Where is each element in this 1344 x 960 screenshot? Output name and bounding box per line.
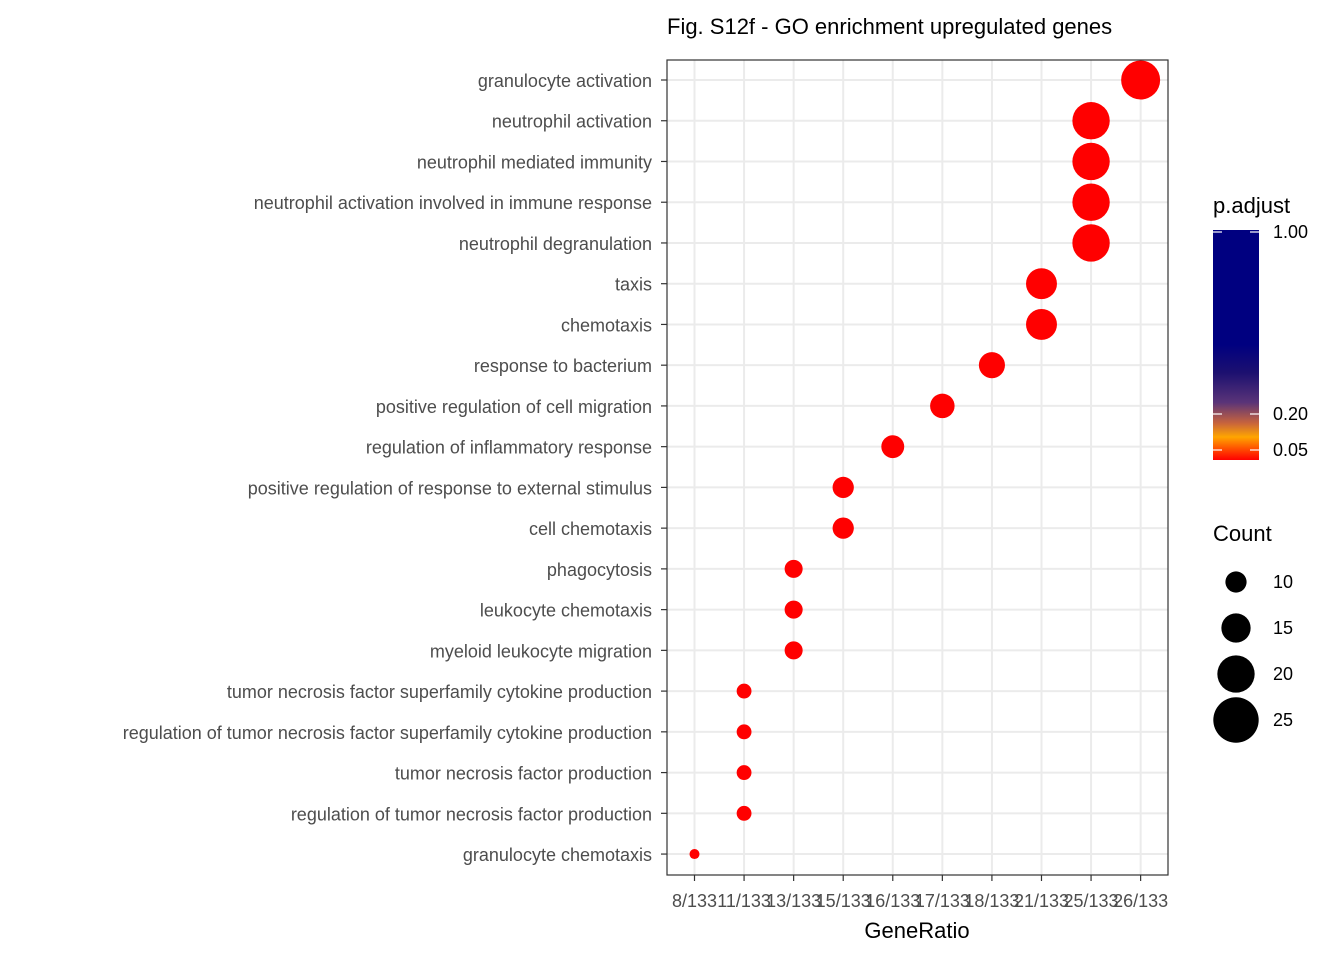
size-legend-dot bbox=[1217, 655, 1255, 693]
x-tick-label: 17/133 bbox=[915, 891, 970, 911]
y-tick-label: granulocyte activation bbox=[478, 71, 652, 91]
y-tick-label: tumor necrosis factor production bbox=[395, 764, 652, 784]
data-point bbox=[930, 393, 955, 419]
data-point bbox=[1072, 183, 1110, 221]
y-tick-label: neutrophil activation bbox=[492, 112, 652, 132]
y-tick-label: leukocyte chemotaxis bbox=[480, 601, 652, 621]
data-point bbox=[1072, 142, 1110, 181]
size-legend-label: 20 bbox=[1273, 664, 1293, 684]
y-tick-label: neutrophil mediated immunity bbox=[417, 152, 652, 172]
x-tick-label: 21/133 bbox=[1014, 891, 1069, 911]
y-tick-label: regulation of tumor necrosis factor supe… bbox=[123, 723, 652, 743]
color-legend-label: 0.05 bbox=[1273, 440, 1308, 460]
color-legend-ticks: 1.00 0.20 0.05 bbox=[1213, 222, 1308, 460]
data-point bbox=[1072, 102, 1110, 140]
size-legend-label: 25 bbox=[1273, 710, 1293, 730]
data-point bbox=[832, 476, 854, 499]
y-tick-label: neutrophil activation involved in immune… bbox=[254, 193, 652, 213]
size-legend-title: Count bbox=[1213, 521, 1272, 546]
y-tick-label: regulation of tumor necrosis factor prod… bbox=[291, 804, 652, 824]
color-legend-label: 1.00 bbox=[1273, 222, 1308, 242]
x-tick-label: 25/133 bbox=[1064, 891, 1119, 911]
data-point bbox=[736, 805, 752, 821]
y-tick-label: phagocytosis bbox=[547, 560, 652, 580]
y-tick-label: cell chemotaxis bbox=[529, 519, 652, 539]
data-point bbox=[784, 641, 803, 660]
data-point bbox=[978, 352, 1005, 379]
size-legend-label: 15 bbox=[1273, 618, 1293, 638]
size-legend-items: 10 15 20 25 bbox=[1213, 571, 1293, 743]
x-tick-label: 8/133 bbox=[672, 891, 717, 911]
data-point bbox=[736, 683, 752, 699]
data-point bbox=[784, 559, 803, 578]
data-point bbox=[832, 517, 854, 539]
chart-title: Fig. S12f - GO enrichment upregulated ge… bbox=[667, 14, 1112, 39]
panel-background bbox=[667, 60, 1168, 875]
x-tick-label: 16/133 bbox=[865, 891, 920, 911]
color-legend-bar bbox=[1213, 230, 1259, 460]
y-tick-label: chemotaxis bbox=[561, 315, 652, 335]
y-tick-label: response to bacterium bbox=[474, 356, 652, 376]
x-tick-label: 11/133 bbox=[717, 891, 771, 911]
size-legend-dot bbox=[1225, 571, 1247, 593]
x-tick-label: 15/133 bbox=[816, 891, 871, 911]
y-tick-label: positive regulation of response to exter… bbox=[248, 478, 652, 498]
y-tick-label: neutrophil degranulation bbox=[459, 234, 652, 254]
x-axis-title: GeneRatio bbox=[864, 918, 969, 943]
data-point bbox=[1026, 268, 1057, 300]
data-point bbox=[881, 435, 905, 459]
y-tick-label: positive regulation of cell migration bbox=[376, 397, 652, 417]
size-legend-dot bbox=[1213, 697, 1259, 743]
data-point bbox=[689, 849, 700, 860]
size-legend-label: 10 bbox=[1273, 572, 1293, 592]
size-legend: Count 10 15 20 25 bbox=[1213, 521, 1293, 743]
color-legend-label: 0.20 bbox=[1273, 404, 1308, 424]
data-point bbox=[736, 765, 752, 780]
y-tick-label: regulation of inflammatory response bbox=[366, 438, 652, 458]
data-point bbox=[784, 600, 803, 619]
color-legend: p.adjust 1.00 0.20 0.05 bbox=[1213, 193, 1308, 460]
data-point bbox=[1026, 308, 1057, 340]
x-axis: 8/133 11/13313/13315/13316/13317/13318/13… bbox=[672, 875, 1168, 911]
y-tick-label: myeloid leukocyte migration bbox=[430, 641, 652, 661]
y-tick-label: granulocyte chemotaxis bbox=[463, 845, 652, 865]
y-tick-label: taxis bbox=[615, 275, 652, 295]
data-point bbox=[736, 724, 752, 740]
color-legend-title: p.adjust bbox=[1213, 193, 1290, 218]
size-legend-dot bbox=[1221, 613, 1251, 643]
x-tick-label: 18/133 bbox=[964, 891, 1019, 911]
data-points bbox=[689, 60, 1161, 860]
x-tick-label: 13/133 bbox=[766, 891, 821, 911]
y-axis: granulocyte activation neutrophil activat… bbox=[123, 71, 667, 865]
y-tick-label: tumor necrosis factor superfamily cytoki… bbox=[227, 682, 652, 702]
data-point bbox=[1121, 60, 1161, 100]
panel-border bbox=[666, 59, 1169, 876]
x-tick-label: 26/133 bbox=[1113, 891, 1168, 911]
data-point bbox=[1072, 224, 1110, 262]
